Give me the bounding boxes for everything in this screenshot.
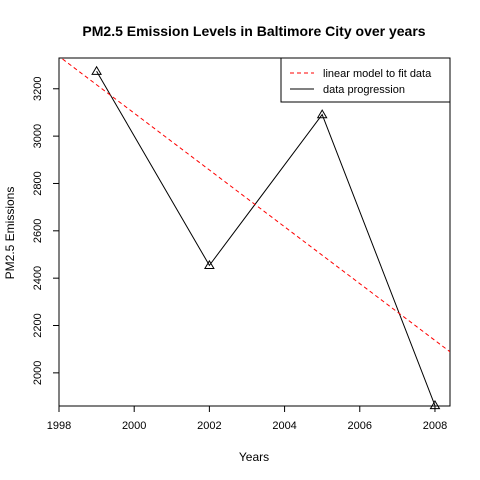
y-tick-label: 2800 [32, 171, 44, 195]
x-tick-label: 2006 [348, 420, 372, 432]
y-tick-label: 2000 [32, 361, 44, 385]
data-line [96, 71, 436, 406]
y-tick-label: 3000 [32, 124, 44, 148]
y-tick-label: 2600 [32, 219, 44, 243]
y-axis-label: PM2.5 Emissions [3, 187, 17, 280]
data-point [316, 109, 328, 119]
legend-entry: linear model to fit data [323, 68, 432, 80]
chart-title: PM2.5 Emission Levels in Baltimore City … [82, 23, 425, 39]
plot-frame [58, 57, 451, 407]
data-point [429, 400, 441, 410]
legend: linear model to fit data data progression [280, 57, 451, 103]
x-tick-label: 2002 [197, 420, 221, 432]
x-tick-label: 1998 [47, 420, 71, 432]
y-tick-label: 3200 [32, 77, 44, 101]
y-tick-label: 2400 [32, 266, 44, 290]
x-tick-label: 2004 [272, 420, 296, 432]
y-tick-label: 2200 [32, 313, 44, 337]
fit-line [60, 58, 450, 353]
x-tick-label: 2000 [122, 420, 146, 432]
data-point [91, 65, 102, 75]
data-point [204, 259, 215, 270]
x-tick-label: 2008 [423, 420, 447, 432]
legend-box [280, 57, 451, 103]
x-axis-label: Years [239, 450, 269, 464]
legend-entry: data progression [323, 84, 405, 96]
plot-area: 1998 2000 2002 2004 2006 2008 2000 2200 2400 2600… [32, 57, 451, 432]
